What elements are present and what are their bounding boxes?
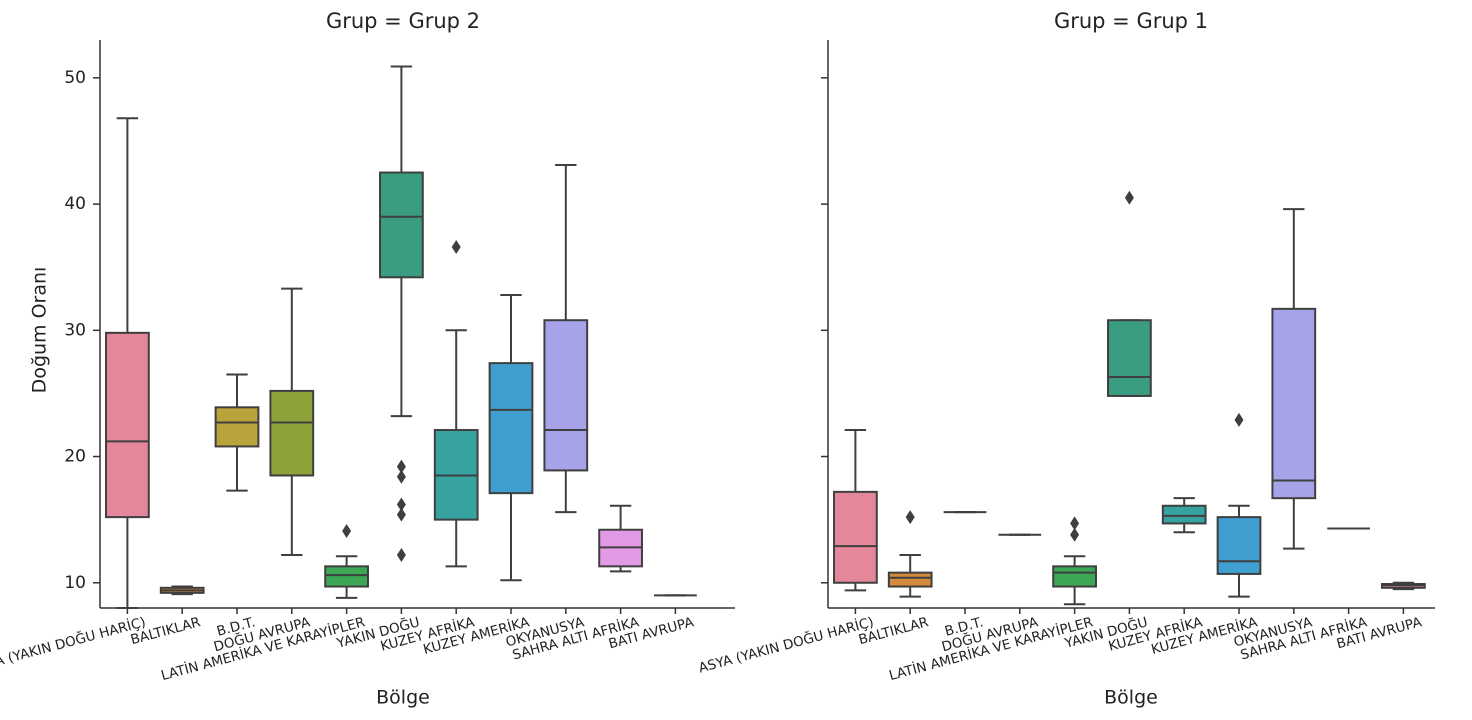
outlier [451, 240, 461, 255]
x-tick-label: ASYA (YAKIN DOĞU HARİÇ) [696, 612, 875, 676]
outlier [396, 497, 406, 512]
outlier [1070, 527, 1080, 542]
panel-title: Grup = Grup 2 [326, 9, 480, 33]
x-tick-label: ASYA (YAKIN DOĞU HARİÇ) [0, 612, 147, 676]
y-tick-label: 20 [64, 447, 86, 467]
box [887, 571, 933, 588]
outlier [342, 524, 352, 539]
outlier [396, 547, 406, 562]
outlier [396, 469, 406, 484]
box [379, 171, 424, 279]
box [543, 319, 589, 472]
box [833, 490, 878, 584]
outlier [396, 459, 406, 474]
y-tick-label: 40 [64, 194, 86, 214]
box [324, 565, 369, 588]
panel-title: Grup = Grup 1 [1054, 9, 1208, 33]
y-tick-label: 10 [64, 573, 86, 593]
box [1216, 516, 1262, 575]
outlier [1070, 516, 1080, 531]
box [1052, 565, 1097, 588]
box [488, 362, 534, 495]
outlier [396, 507, 406, 522]
box [105, 331, 150, 519]
outlier [1234, 412, 1244, 427]
box [1161, 504, 1207, 525]
box [269, 389, 315, 477]
box [1271, 307, 1317, 500]
y-tick-label: 50 [64, 68, 86, 88]
outlier [905, 510, 915, 525]
x-axis-label: Bölge [1104, 687, 1158, 709]
y-axis-label: Doğum Oranı [29, 267, 51, 394]
box [1107, 319, 1152, 397]
box [214, 406, 260, 448]
y-tick-label: 30 [64, 320, 86, 340]
x-axis-label: Bölge [376, 687, 430, 709]
outlier [1124, 190, 1134, 205]
